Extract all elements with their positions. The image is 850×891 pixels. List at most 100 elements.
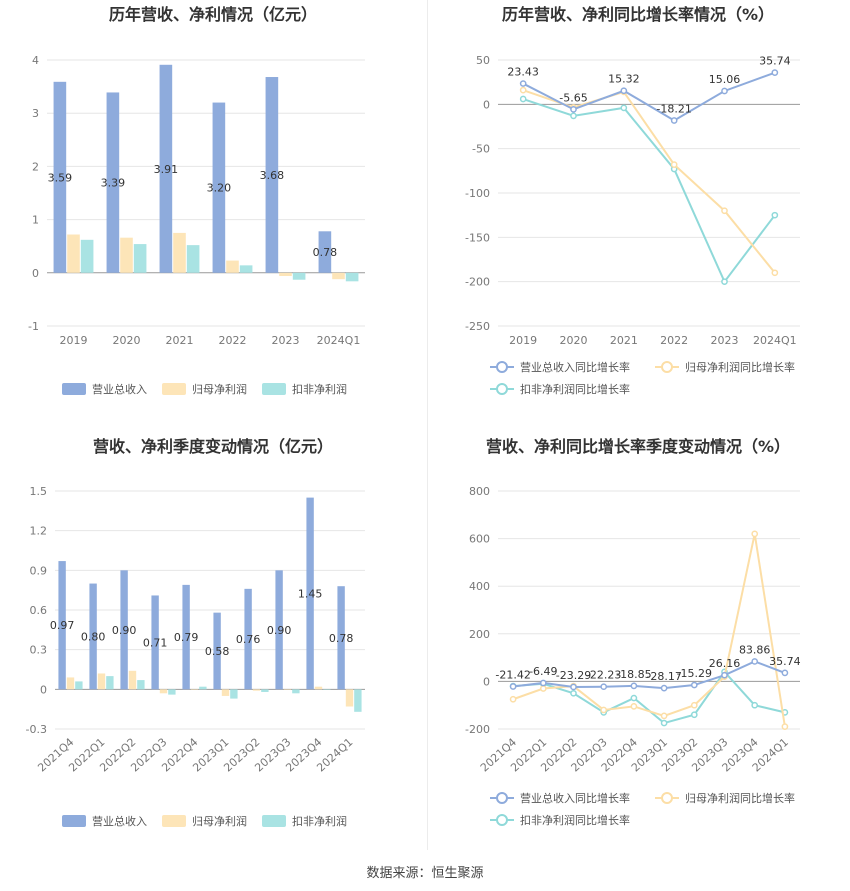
legend-swatch (162, 383, 186, 395)
series-point (509, 695, 517, 703)
y-tick-label: 2 (32, 160, 39, 173)
y-tick-label: -0.3 (26, 723, 47, 736)
legend-swatch (262, 815, 286, 827)
bar-revenue (159, 64, 173, 273)
bar-revenue (58, 561, 66, 690)
y-tick-label: 4 (32, 54, 39, 67)
series-point (771, 269, 779, 277)
y-tick-label: 600 (469, 533, 490, 546)
series-point (620, 104, 628, 112)
line-data-label: -21.42 (495, 668, 530, 681)
bar-deducted-profit (292, 272, 306, 280)
line-data-label: -6.49 (529, 665, 557, 678)
series-point (721, 87, 728, 95)
bar-deducted-profit (80, 239, 94, 273)
bar-data-label: 0.78 (313, 246, 338, 259)
legend-swatch-marker (496, 792, 508, 804)
series-point (771, 211, 779, 219)
legend-label: 扣非净利润 (292, 814, 347, 828)
line-data-label: -18.85 (616, 668, 651, 681)
annual-revenue-profit-bar-chart: 历年营收、净利情况（亿元） -1 0 1 2 3 4 2019 2020 2021 2022 2023… (28, 5, 365, 396)
bar-data-label: 0.71 (143, 636, 168, 649)
bar-data-label: 0.80 (81, 630, 106, 643)
bar-revenue (306, 497, 314, 690)
series-point (690, 701, 698, 709)
series-point (630, 682, 638, 690)
bar-data-label: 3.91 (154, 163, 179, 176)
y-tick-label: 200 (469, 628, 490, 641)
bar-revenue (265, 77, 279, 273)
series-point (751, 701, 759, 709)
x-tick-label: 2023 (272, 334, 300, 347)
bar-deducted-profit (137, 680, 145, 690)
bar-deducted-profit (199, 686, 207, 690)
series-point (539, 679, 547, 687)
legend-label: 扣非净利润 (292, 382, 347, 396)
y-tick-label: -150 (465, 231, 490, 244)
legend-label: 营业总收入同比增长率 (520, 791, 630, 805)
y-tick-label: 0.9 (30, 564, 48, 577)
bar-data-label: 3.39 (101, 177, 126, 190)
bar-deducted-profit (292, 689, 300, 694)
bar-data-label: 1.45 (298, 587, 323, 600)
bar-data-label: 0.90 (267, 624, 292, 637)
x-tick-label: 2023 (711, 334, 739, 347)
legend-item: 营业总收入 (62, 814, 147, 828)
y-tick-label: 0 (483, 675, 490, 688)
line-data-label: 35.74 (769, 655, 801, 668)
chart-title: 营收、净利同比增长率季度变动情况（%） (486, 437, 790, 456)
bar-net-profit (345, 689, 354, 707)
line-data-label: 83.86 (739, 643, 771, 656)
series-line-revenue-growth (512, 660, 786, 690)
bar-deducted-profit (75, 681, 83, 690)
legend-item: 扣非净利润同比增长率 (490, 382, 630, 396)
y-tick-label: 1.2 (30, 525, 48, 538)
bar-deducted-profit (239, 265, 253, 273)
y-tick-label: -100 (465, 187, 490, 200)
legend-swatch-marker (661, 792, 673, 804)
bar-revenue (212, 102, 226, 273)
series-point (670, 161, 678, 168)
x-tick-label: 2022 (660, 334, 688, 347)
series-point (539, 685, 547, 692)
bar-data-label: 0.58 (205, 645, 230, 658)
bar-revenue (120, 570, 128, 690)
bar-revenue (151, 595, 159, 690)
y-tick-label: 50 (476, 54, 490, 67)
series-point (519, 95, 527, 103)
line-data-label: -28.17 (646, 670, 681, 683)
legend-item: 扣非净利润 (262, 814, 347, 828)
series-point (570, 105, 577, 113)
series-point (781, 669, 789, 677)
series-point (570, 683, 577, 691)
bar-net-profit (97, 673, 106, 690)
x-tick-label: 2022 (219, 334, 247, 347)
bar-deducted-profit (106, 676, 114, 690)
x-tick-label: 2019 (60, 334, 88, 347)
y-tick-label: 400 (469, 580, 490, 593)
x-tick-label: 2019 (509, 334, 537, 347)
y-tick-label: 3 (32, 107, 39, 120)
legend-swatch-marker (661, 361, 673, 373)
bar-data-label: 0.76 (236, 633, 261, 646)
line-data-label: 15.32 (608, 73, 640, 86)
line-data-label: -5.65 (559, 91, 587, 104)
series-point (509, 683, 517, 690)
chart-title: 历年营收、净利情况（亿元） (109, 5, 317, 24)
bar-net-profit (190, 689, 199, 690)
series-line-revenue-growth (522, 71, 776, 122)
series-point (660, 712, 668, 720)
legend-item: 营业总收入 (62, 382, 147, 396)
bar-revenue (89, 583, 97, 690)
series-point (630, 703, 638, 710)
series-point (781, 723, 789, 730)
bar-data-label: 3.20 (207, 182, 232, 195)
chart-title: 历年营收、净利同比增长率情况（%） (502, 5, 774, 24)
annual-growth-rate-line-chart: 历年营收、净利同比增长率情况（%） -250 -200 -150 -100 -50 0 50 2… (465, 5, 800, 396)
bar-revenue (275, 570, 283, 690)
legend-swatch (262, 383, 286, 395)
legend-label: 营业总收入 (92, 814, 147, 828)
y-tick-label: 0.3 (30, 644, 48, 657)
series-point (751, 530, 759, 538)
